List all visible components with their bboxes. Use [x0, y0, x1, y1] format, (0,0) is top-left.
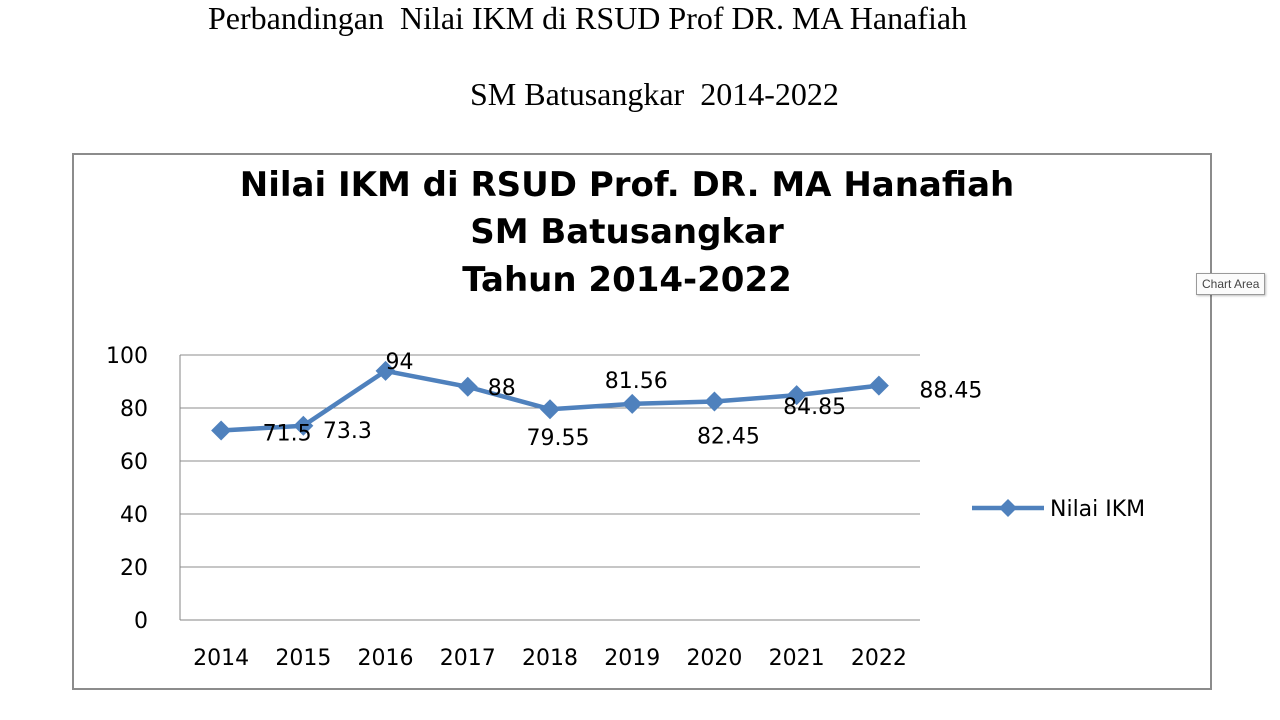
chart-title: Nilai IKM di RSUD Prof. DR. MA Hanafiah S…: [240, 165, 1014, 300]
page-heading-line-1: Perbandingan Nilai IKM di RSUD Prof DR. …: [208, 0, 968, 36]
data-point-2019: [622, 393, 643, 414]
y-tick-label-40: 40: [120, 503, 148, 528]
data-point-2020: [704, 391, 725, 412]
y-tick-label-80: 80: [120, 397, 148, 422]
data-label-2020: 82.45: [697, 425, 760, 450]
data-label-2015: 73.3: [323, 419, 372, 444]
x-tick-label-2021: 2021: [769, 646, 825, 671]
data-point-2016: [375, 360, 396, 381]
series-nilai-ikm: [211, 360, 889, 441]
data-point-2017: [457, 376, 478, 397]
chart-area[interactable]: [72, 153, 1212, 690]
data-label-2014: 71.5: [263, 422, 312, 447]
x-tick-label-2016: 2016: [358, 646, 414, 671]
chart-title-line-3: Tahun 2014-2022: [462, 260, 792, 300]
data-label-2016: 94: [386, 350, 414, 375]
data-label-2017: 88: [488, 376, 516, 401]
x-axis-ticks: 2014 2015 2016 2017 2018 2019 2020 2021 2022: [193, 646, 907, 671]
x-tick-label-2014: 2014: [193, 646, 249, 671]
y-tick-label-20: 20: [120, 556, 148, 581]
data-point-2018: [540, 399, 560, 420]
chart-title-line-1: Nilai IKM di RSUD Prof. DR. MA Hanafiah: [240, 165, 1014, 205]
x-tick-label-2018: 2018: [522, 646, 578, 671]
legend-label-nilai-ikm: Nilai IKM: [1050, 497, 1145, 522]
data-labels: 71.5 73.3 94 88 79.55 81.56 82.45 84.85 88.45: [263, 350, 983, 451]
data-point-2021: [786, 385, 807, 406]
x-tick-label-2022: 2022: [851, 646, 907, 671]
y-axis-ticks: 0 20 40 60 80 100: [106, 344, 148, 634]
data-label-2019: 81.56: [605, 369, 668, 394]
legend[interactable]: Nilai IKM: [972, 497, 1145, 522]
chart-area-tooltip: Chart Area: [1196, 273, 1266, 295]
x-tick-label-2015: 2015: [275, 646, 331, 671]
chart-title-line-2: SM Batusangkar: [470, 212, 784, 252]
data-point-2022: [868, 375, 889, 396]
y-tick-label-100: 100: [106, 344, 148, 369]
data-label-2018: 79.55: [527, 426, 590, 451]
x-tick-label-2019: 2019: [604, 646, 660, 671]
page-heading-line-2: SM Batusangkar 2014-2022: [470, 76, 839, 112]
x-tick-label-2017: 2017: [440, 646, 496, 671]
y-tick-label-60: 60: [120, 450, 148, 475]
legend-marker: [999, 499, 1017, 517]
y-tick-label-0: 0: [134, 609, 148, 634]
data-label-2022: 88.45: [919, 379, 982, 404]
data-label-2021: 84.85: [783, 395, 846, 420]
data-point-2014: [211, 420, 232, 441]
data-point-2015: [293, 415, 314, 436]
x-tick-label-2020: 2020: [686, 646, 742, 671]
